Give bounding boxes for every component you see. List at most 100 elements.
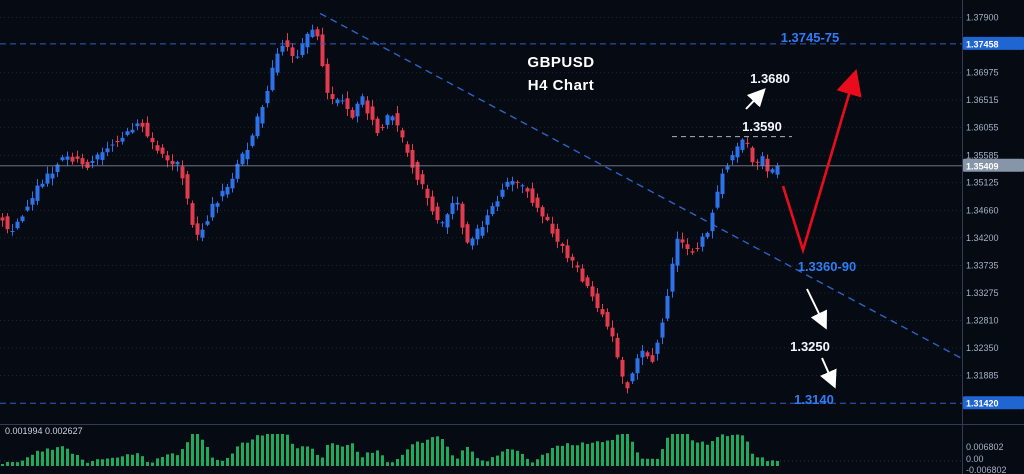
histogram-bar — [66, 448, 69, 466]
histogram-bar — [361, 457, 364, 466]
candle-body — [90, 161, 95, 163]
candle-body — [80, 158, 85, 165]
histogram-bar — [651, 458, 654, 466]
candle-body — [125, 131, 130, 135]
histogram-bar — [406, 449, 409, 466]
candle-body — [365, 100, 370, 114]
histogram-bar — [111, 457, 114, 466]
candle-body — [705, 232, 710, 237]
candle-body — [110, 144, 115, 146]
histogram-bar — [526, 458, 529, 466]
histogram-bar — [736, 434, 739, 466]
histogram-bar — [76, 455, 79, 466]
candle-body — [460, 203, 465, 228]
candle-body — [500, 189, 505, 197]
candle-body — [340, 100, 345, 102]
histogram-bar — [461, 450, 464, 466]
candle-body — [680, 239, 685, 243]
histogram-bar — [456, 458, 459, 466]
candle-body — [40, 183, 45, 187]
histogram-bar — [706, 444, 709, 466]
histogram-bar — [356, 451, 359, 466]
candle-body — [670, 263, 675, 292]
candle-body — [325, 63, 330, 93]
histogram-bar — [606, 440, 609, 466]
candle-body — [85, 161, 90, 168]
candle-body — [690, 251, 695, 253]
histogram-bar — [441, 439, 444, 466]
histogram-bar — [16, 462, 19, 466]
candle-body — [10, 231, 15, 233]
histogram-bar — [351, 443, 354, 466]
histogram-bar — [196, 434, 199, 466]
histogram-bar — [421, 442, 424, 466]
candle-body — [750, 147, 755, 163]
candle-body — [275, 53, 280, 73]
price-marker-box — [963, 158, 1024, 172]
candle-body — [45, 173, 50, 184]
histogram-bar — [486, 461, 489, 466]
candle-body — [630, 373, 635, 382]
candle-body — [425, 188, 430, 199]
histogram-bar — [331, 443, 334, 466]
candle-body — [685, 244, 690, 250]
histogram-bar — [491, 457, 494, 466]
histogram-bar — [161, 457, 164, 466]
candle-body — [115, 141, 120, 143]
candle-body — [495, 201, 500, 207]
histogram-bar — [316, 454, 319, 466]
histogram-bar — [291, 443, 294, 466]
candle-body — [150, 137, 155, 143]
candle-body — [265, 91, 270, 104]
candle-body — [200, 229, 205, 238]
histogram-bar — [641, 458, 644, 466]
histogram-bar — [756, 457, 759, 466]
histogram-bar — [671, 434, 674, 466]
histogram-bar — [181, 449, 184, 466]
histogram-bar — [586, 443, 589, 466]
candle-body — [305, 33, 310, 48]
histogram-bar — [506, 449, 509, 466]
histogram-bar — [386, 462, 389, 466]
histogram-bar — [31, 454, 34, 466]
histogram-bar — [621, 434, 624, 466]
price-axis-label: 1.32350 — [966, 343, 999, 353]
candle-body — [720, 173, 725, 195]
histogram-bar — [766, 461, 769, 466]
indicator-axis-label: -0.006802 — [966, 465, 1007, 474]
candle-body — [455, 202, 460, 205]
candle-body — [215, 203, 220, 207]
candle-body — [335, 99, 340, 104]
candle-body — [620, 359, 625, 377]
candle-body — [520, 185, 525, 187]
price-marker-label: 1.37458 — [966, 39, 999, 49]
candle-body — [400, 130, 405, 138]
candle-body — [530, 188, 535, 203]
candle-body — [0, 217, 5, 221]
candle-body — [600, 309, 605, 315]
histogram-bar — [121, 456, 124, 466]
candle-body — [445, 214, 450, 228]
histogram-bar — [436, 436, 439, 466]
histogram-bar — [636, 452, 639, 466]
histogram-bar — [431, 437, 434, 466]
histogram-bar — [711, 441, 714, 466]
histogram-bar — [246, 442, 249, 466]
candle-body — [730, 155, 735, 161]
histogram-bar — [236, 446, 239, 466]
candle-body — [75, 156, 80, 159]
candle-body — [405, 144, 410, 153]
histogram-bar — [601, 442, 604, 466]
candle-body — [420, 174, 425, 185]
histogram-bar — [771, 460, 774, 466]
candle-body — [765, 158, 770, 172]
price-axis-label: 1.36975 — [966, 68, 999, 78]
price-axis-label: 1.34660 — [966, 205, 999, 215]
candle-body — [665, 295, 670, 319]
candle-body — [345, 98, 350, 110]
candle-body — [320, 34, 325, 66]
histogram-bar — [136, 453, 139, 466]
histogram-bar — [746, 441, 749, 466]
histogram-bar — [6, 461, 9, 466]
